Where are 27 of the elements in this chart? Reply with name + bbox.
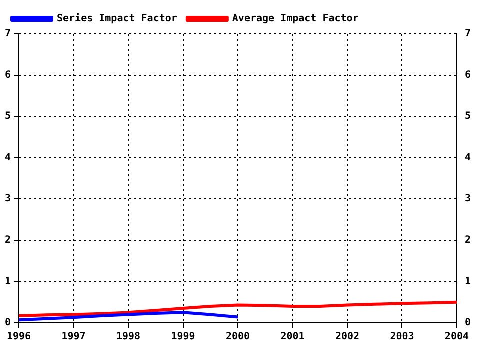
legend-label: Series Impact Factor xyxy=(57,12,178,25)
y-tick-label: 3 xyxy=(4,194,12,205)
x-tick-label: 2003 xyxy=(390,332,414,343)
x-tick-label: 2001 xyxy=(280,332,305,343)
y2-tick-label: 4 xyxy=(464,152,472,164)
x-tick-label: 1997 xyxy=(62,332,86,343)
y2-tick-label: 6 xyxy=(464,70,472,81)
legend-label: Average Impact Factor xyxy=(232,14,359,25)
x-tick-label: 1999 xyxy=(171,332,196,343)
x-tick-label: 2000 xyxy=(226,332,250,343)
y-tick-label: 2 xyxy=(4,235,12,246)
y2-tick-label: 5 xyxy=(464,111,472,122)
x-tick-label: 2004 xyxy=(444,332,470,343)
y2-tick-label: 2 xyxy=(464,235,472,246)
x-tick-label: 1996 xyxy=(6,332,32,343)
y-tick-label: 6 xyxy=(4,70,12,81)
y-tick-label: 0 xyxy=(4,318,12,329)
y-tick-label: 7 xyxy=(4,28,12,40)
x-tick-label: 1998 xyxy=(116,332,141,343)
y2-tick-label: 7 xyxy=(464,28,472,40)
y2-tick-label: 1 xyxy=(464,276,472,288)
y-tick-label: 1 xyxy=(4,276,12,288)
x-tick-label: 2002 xyxy=(335,332,360,343)
y-tick-label: 5 xyxy=(4,111,12,122)
y2-tick-label: 0 xyxy=(464,318,472,329)
y-tick-label: 4 xyxy=(4,152,12,164)
y2-tick-label: 3 xyxy=(464,194,472,205)
